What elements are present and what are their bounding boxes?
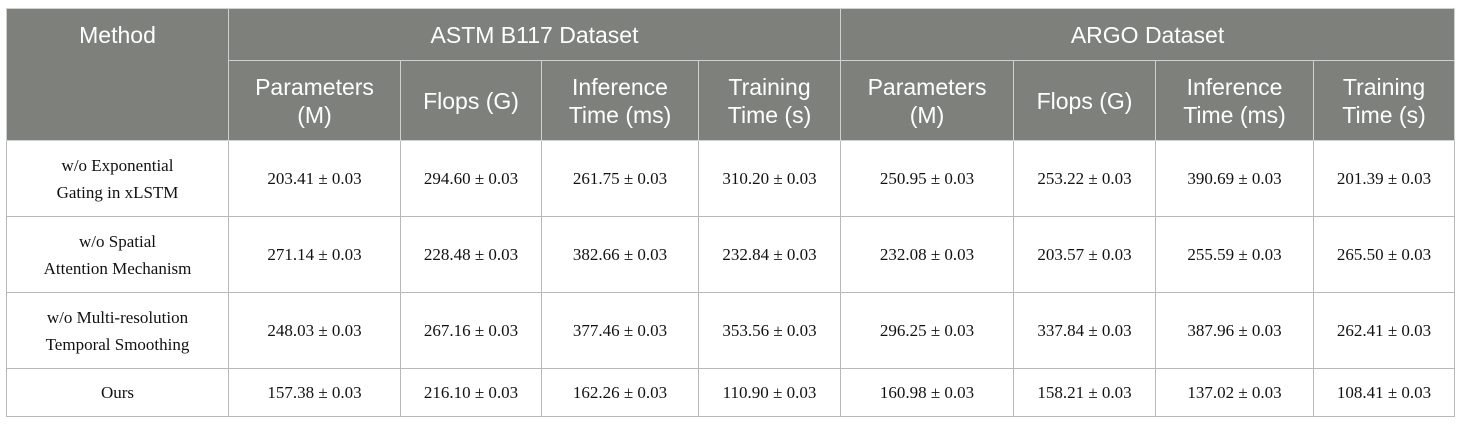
data-row: w/o Spatial Attention Mechanism 271.14 ± 0… bbox=[6, 216, 1456, 293]
value-cell: 261.75 ± 0.03 bbox=[541, 140, 699, 217]
value-cell: 377.46 ± 0.03 bbox=[541, 292, 699, 369]
text-line: Ours bbox=[100, 383, 135, 402]
value-cell: 337.84 ± 0.03 bbox=[1013, 292, 1157, 369]
text-line: w/o Spatial bbox=[79, 231, 156, 251]
data-row: w/o Exponential Gating in xLSTM 203.41 ± 0… bbox=[6, 140, 1456, 217]
value-cell: 157.38 ± 0.03 bbox=[228, 368, 401, 417]
column-header: Parameters (M) bbox=[840, 60, 1015, 141]
value-cell: 255.59 ± 0.03 bbox=[1155, 216, 1315, 293]
value-cell: 228.48 ± 0.03 bbox=[400, 216, 542, 293]
text-line: Gating in xLSTM bbox=[56, 182, 179, 202]
method-cell: Ours bbox=[6, 368, 229, 417]
value-cell: 294.60 ± 0.03 bbox=[400, 140, 542, 217]
table-body: w/o Exponential Gating in xLSTM 203.41 ± 0… bbox=[6, 140, 1456, 417]
data-row: Ours 157.38 ± 0.03 216.10 ± 0.03 162.26 ± 0… bbox=[6, 368, 1456, 417]
value-cell: 137.02 ± 0.03 bbox=[1155, 368, 1315, 417]
method-cell: w/o Exponential Gating in xLSTM bbox=[6, 140, 229, 217]
value-cell: 203.57 ± 0.03 bbox=[1013, 216, 1157, 293]
results-table: Method ASTM B117 Dataset ARGO Dataset Param… bbox=[6, 8, 1456, 417]
method-header: Method bbox=[6, 8, 229, 141]
value-cell: 162.26 ± 0.03 bbox=[541, 368, 699, 417]
column-header: Flops (G) bbox=[1013, 60, 1157, 141]
value-cell: 216.10 ± 0.03 bbox=[400, 368, 542, 417]
text-line: Time (ms) bbox=[1183, 101, 1286, 128]
table-container: Method ASTM B117 Dataset ARGO Dataset Param… bbox=[6, 8, 1456, 417]
column-header: Inference Time (ms) bbox=[1155, 60, 1315, 141]
value-cell: 387.96 ± 0.03 bbox=[1155, 292, 1315, 369]
column-header: Training Time (s) bbox=[1313, 60, 1456, 141]
column-header: Inference Time (ms) bbox=[541, 60, 699, 141]
value-cell: 310.20 ± 0.03 bbox=[697, 140, 842, 217]
group-header: ARGO Dataset bbox=[840, 8, 1456, 61]
method-cell: w/o Spatial Attention Mechanism bbox=[6, 216, 229, 293]
data-row: w/o Multi-resolution Temporal Smoothing 24… bbox=[6, 292, 1456, 369]
text-line: Time (s) bbox=[1342, 101, 1426, 128]
value-cell: 382.66 ± 0.03 bbox=[541, 216, 699, 293]
value-cell: 271.14 ± 0.03 bbox=[228, 216, 401, 293]
value-cell: 232.08 ± 0.03 bbox=[840, 216, 1015, 293]
text-line: Inference bbox=[572, 73, 668, 100]
value-cell: 160.98 ± 0.03 bbox=[840, 368, 1015, 417]
text-line: Training bbox=[728, 73, 811, 100]
value-cell: 353.56 ± 0.03 bbox=[697, 292, 842, 369]
value-cell: 203.41 ± 0.03 bbox=[228, 140, 401, 217]
text-line: Temporal Smoothing bbox=[45, 334, 190, 354]
value-cell: 267.16 ± 0.03 bbox=[400, 292, 542, 369]
text-line: (M) bbox=[909, 101, 945, 128]
value-cell: 262.41 ± 0.03 bbox=[1313, 292, 1456, 369]
value-cell: 390.69 ± 0.03 bbox=[1155, 140, 1315, 217]
text-line: Attention Mechanism bbox=[43, 258, 192, 278]
text-line: Flops (G) bbox=[423, 87, 519, 114]
column-header: Flops (G) bbox=[400, 60, 542, 141]
text-line: (M) bbox=[297, 101, 332, 128]
value-cell: 253.22 ± 0.03 bbox=[1013, 140, 1157, 217]
header-row: Method ASTM B117 Dataset ARGO Dataset bbox=[6, 8, 1456, 141]
text-line: Parameters bbox=[867, 73, 987, 100]
text-line: Time (ms) bbox=[568, 101, 672, 128]
group-header: ASTM B117 Dataset bbox=[227, 8, 842, 61]
text-line: Flops (G) bbox=[1036, 87, 1133, 114]
text-line: Training bbox=[1342, 73, 1426, 100]
value-cell: 158.21 ± 0.03 bbox=[1013, 368, 1157, 417]
value-cell: 265.50 ± 0.03 bbox=[1313, 216, 1456, 293]
value-cell: 248.03 ± 0.03 bbox=[228, 292, 401, 369]
text-line: Parameters bbox=[255, 73, 374, 100]
method-cell: w/o Multi-resolution Temporal Smoothing bbox=[6, 292, 229, 369]
text-line: Inference bbox=[1186, 73, 1283, 100]
value-cell: 250.95 ± 0.03 bbox=[840, 140, 1015, 217]
value-cell: 201.39 ± 0.03 bbox=[1313, 140, 1456, 217]
column-header: Training Time (s) bbox=[697, 60, 842, 141]
value-cell: 232.84 ± 0.03 bbox=[697, 216, 842, 293]
value-cell: 110.90 ± 0.03 bbox=[697, 368, 842, 417]
value-cell: 296.25 ± 0.03 bbox=[840, 292, 1015, 369]
subheader-row: Parameters (M) Flops (G) Inference Time (ms)… bbox=[7, 60, 1456, 141]
text-line: w/o Exponential bbox=[61, 155, 174, 175]
table-head: Method ASTM B117 Dataset ARGO Dataset Param… bbox=[6, 8, 1456, 141]
column-header: Parameters (M) bbox=[228, 60, 401, 141]
value-cell: 108.41 ± 0.03 bbox=[1313, 368, 1456, 417]
text-line: Time (s) bbox=[727, 101, 812, 128]
text-line: w/o Multi-resolution bbox=[46, 307, 189, 327]
